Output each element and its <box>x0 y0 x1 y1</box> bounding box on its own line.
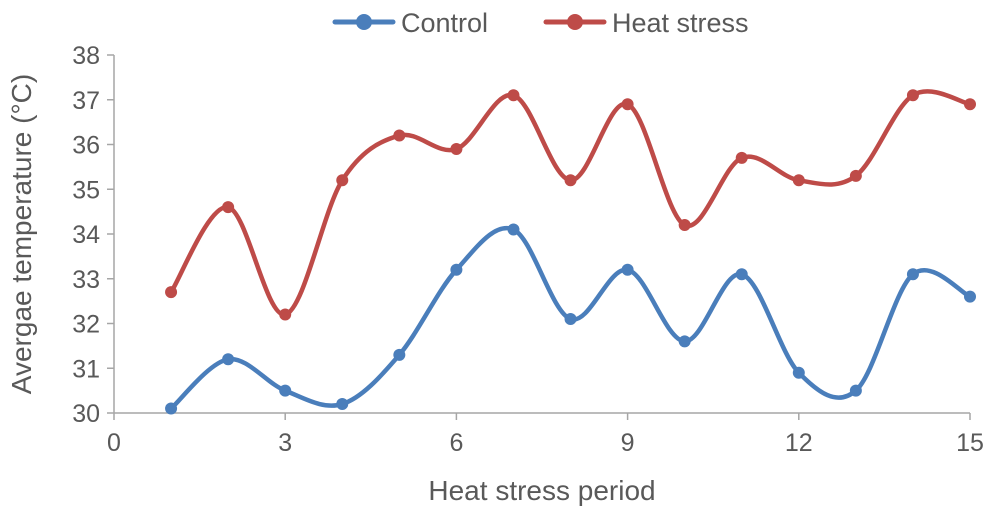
data-point-control <box>735 268 748 281</box>
x-tick-label: 6 <box>449 429 463 457</box>
series-line-control <box>168 225 973 411</box>
legend-swatch-marker <box>356 14 372 30</box>
legend-label: Heat stress <box>612 8 749 38</box>
plot-area <box>165 89 976 415</box>
x-tick-label: 12 <box>785 429 813 457</box>
data-point-control <box>165 402 178 415</box>
data-point-heat-stress <box>678 219 691 232</box>
x-axis-ticks: 0 3 6 9 12 15 <box>107 413 984 457</box>
x-tick-label: 9 <box>621 429 635 457</box>
legend-item-control: Control <box>332 8 488 38</box>
data-point-heat-stress <box>393 129 406 142</box>
x-tick-label: 3 <box>278 429 292 457</box>
y-tick-label: 34 <box>72 221 100 249</box>
data-point-control <box>678 335 691 348</box>
data-point-heat-stress <box>906 89 919 102</box>
y-tick-label: 36 <box>72 132 100 160</box>
y-tick-label: 37 <box>72 87 100 115</box>
data-point-heat-stress <box>564 174 577 187</box>
data-point-control <box>393 348 406 361</box>
series-heat-stress <box>165 89 976 321</box>
data-point-control <box>279 384 292 397</box>
data-point-heat-stress <box>507 89 520 102</box>
y-tick-label: 32 <box>72 311 100 339</box>
legend-swatch-marker <box>567 14 583 30</box>
legend-item-heat-stress: Heat stress <box>543 8 749 38</box>
data-point-control <box>792 366 805 379</box>
data-point-heat-stress <box>792 174 805 187</box>
y-tick-label: 30 <box>72 400 100 428</box>
data-point-heat-stress <box>450 142 463 155</box>
legend: Control Heat stress <box>332 8 749 38</box>
y-tick-label: 38 <box>72 42 100 70</box>
data-point-heat-stress <box>336 174 349 187</box>
data-point-control <box>906 268 919 281</box>
x-tick-label: 0 <box>107 429 121 457</box>
data-point-heat-stress <box>279 308 292 321</box>
series-line-heat-stress <box>168 89 973 317</box>
x-tick-label: 15 <box>956 429 984 457</box>
data-point-control <box>450 263 463 276</box>
y-axis-ticks: 30 31 32 33 34 35 36 37 38 <box>72 42 114 428</box>
data-point-heat-stress <box>735 151 748 164</box>
legend-label: Control <box>401 8 488 38</box>
y-tick-label: 35 <box>72 176 100 204</box>
data-point-heat-stress <box>222 201 235 214</box>
x-axis-title: Heat stress period <box>428 475 655 506</box>
y-tick-label: 33 <box>72 266 100 294</box>
data-point-control <box>849 384 862 397</box>
y-tick-label: 31 <box>72 355 100 383</box>
data-point-heat-stress <box>165 286 178 299</box>
data-point-control <box>507 223 520 236</box>
data-point-control <box>964 290 976 303</box>
data-point-control <box>621 263 634 276</box>
y-axis-title: Avergae temperature (°C) <box>6 74 37 394</box>
data-point-heat-stress <box>964 98 976 111</box>
data-point-control <box>222 353 235 366</box>
data-point-control <box>336 398 349 411</box>
series-control <box>165 223 976 415</box>
data-point-heat-stress <box>621 98 634 111</box>
data-point-control <box>564 313 577 326</box>
data-point-heat-stress <box>849 169 862 182</box>
